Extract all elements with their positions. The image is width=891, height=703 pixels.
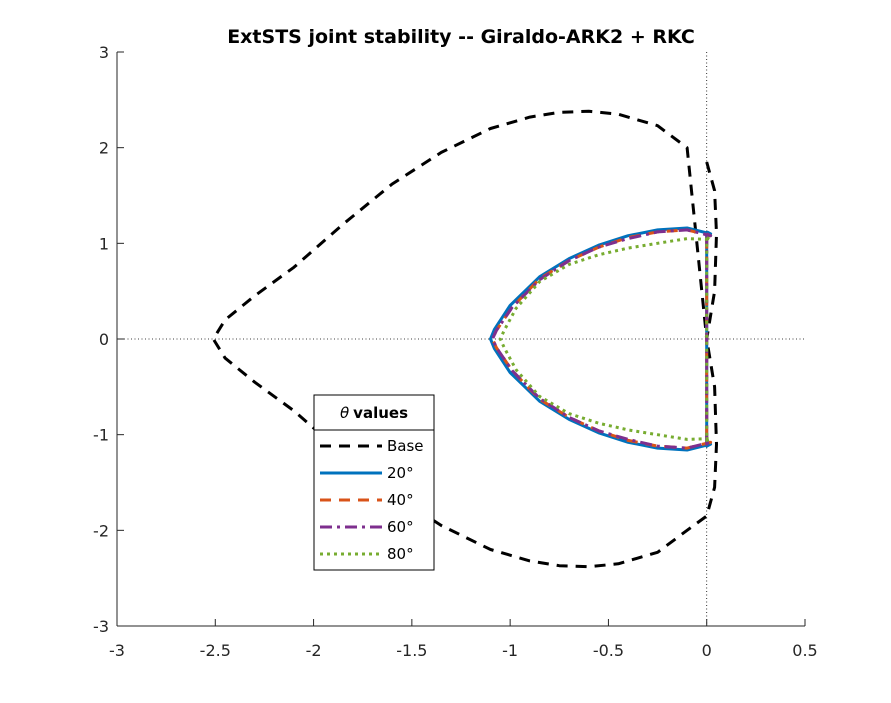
x-tick-label: -1.5	[396, 641, 427, 660]
x-tick-label: 0.5	[792, 641, 817, 660]
series-line-theta-20	[489, 226, 713, 452]
legend-label: Base	[387, 437, 424, 455]
y-tick-label: -3	[93, 617, 109, 636]
chart-title: ExtSTS joint stability -- Giraldo-ARK2 +…	[227, 26, 695, 48]
plot-area	[117, 52, 805, 626]
series-line-theta-60	[491, 228, 713, 450]
legend-box	[313, 394, 435, 571]
x-tick-label: -2.5	[200, 641, 231, 660]
y-tick-label: 2	[99, 139, 109, 158]
legend-title-text: values	[353, 404, 408, 422]
y-tick-label: -2	[93, 521, 109, 540]
legend: θ values Base 20° 40° 60° 80°	[313, 394, 435, 571]
legend-label: 40°	[387, 491, 414, 509]
y-tick-label: 1	[99, 234, 109, 253]
legend-label: 20°	[387, 464, 414, 482]
y-tick-label: 3	[99, 43, 109, 62]
legend-title-symbol: θ	[340, 404, 349, 422]
legend-title: θ values	[340, 404, 408, 422]
x-tick-label: -0.5	[593, 641, 624, 660]
x-tick-label: -1	[502, 641, 518, 660]
legend-label: 60°	[387, 518, 414, 536]
axes: -3 -2.5 -2 -1.5 -1 -0.5 0 0.5 3 2 1 0 -1 -2 -3	[93, 43, 818, 660]
y-tick-label: -1	[93, 426, 109, 445]
x-tick-label: -3	[109, 641, 125, 660]
x-tick-label: 0	[702, 641, 712, 660]
legend-label: 80°	[387, 545, 414, 563]
legend-items: Base 20° 40° 60° 80°	[320, 437, 424, 563]
series-line-base	[211, 109, 718, 569]
series-line-theta-80	[498, 236, 713, 442]
y-tick-label: 0	[99, 330, 109, 349]
x-tick-label: -2	[306, 641, 322, 660]
